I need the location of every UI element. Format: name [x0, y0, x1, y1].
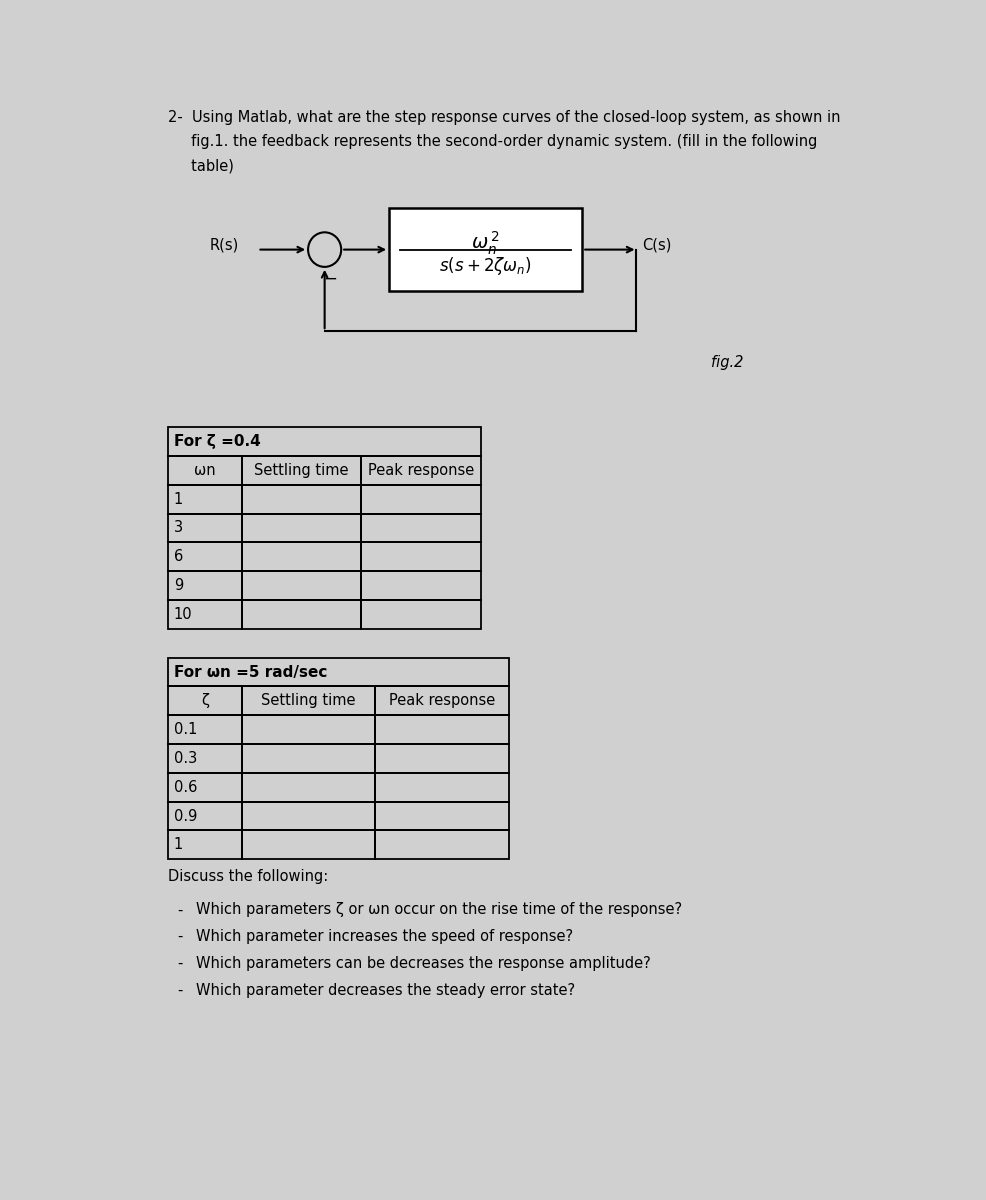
- Bar: [169, 485, 242, 514]
- Bar: [242, 802, 376, 830]
- Text: C(s): C(s): [642, 238, 671, 252]
- Text: 10: 10: [174, 607, 192, 622]
- Bar: [362, 542, 481, 571]
- Bar: [169, 686, 242, 715]
- Text: 0.1: 0.1: [174, 722, 197, 737]
- Bar: [362, 456, 481, 485]
- Bar: [376, 715, 509, 744]
- Text: Settling time: Settling time: [261, 694, 356, 708]
- Bar: [362, 571, 481, 600]
- Bar: [242, 542, 362, 571]
- Text: 6: 6: [174, 550, 183, 564]
- Bar: [362, 514, 481, 542]
- Bar: [376, 830, 509, 859]
- Text: Peak response: Peak response: [368, 463, 474, 478]
- Text: Peak response: Peak response: [388, 694, 495, 708]
- Bar: [242, 485, 362, 514]
- Text: fig.1. the feedback represents the second-order dynamic system. (fill in the fol: fig.1. the feedback represents the secon…: [169, 134, 817, 150]
- Text: 9: 9: [174, 578, 183, 593]
- Text: fig.2: fig.2: [711, 355, 743, 370]
- Bar: [169, 600, 242, 629]
- Bar: [362, 485, 481, 514]
- Text: For ωn =5 rad/sec: For ωn =5 rad/sec: [174, 665, 327, 679]
- Text: -: -: [177, 956, 182, 971]
- Bar: [169, 427, 481, 456]
- Bar: [169, 802, 242, 830]
- Text: -: -: [177, 902, 182, 918]
- Bar: [169, 514, 242, 542]
- Text: -: -: [177, 983, 182, 998]
- Bar: [376, 744, 509, 773]
- Text: $\omega_n^{\,2}$: $\omega_n^{\,2}$: [471, 229, 500, 257]
- Text: 3: 3: [174, 521, 182, 535]
- Bar: [362, 600, 481, 629]
- Text: −: −: [323, 270, 337, 288]
- Text: Which parameter increases the speed of response?: Which parameter increases the speed of r…: [196, 929, 573, 944]
- Bar: [169, 830, 242, 859]
- Bar: [376, 686, 509, 715]
- Bar: [169, 542, 242, 571]
- Bar: [169, 773, 242, 802]
- Bar: [169, 571, 242, 600]
- Text: ωn: ωn: [194, 463, 216, 478]
- Text: Settling time: Settling time: [254, 463, 349, 478]
- Text: ζ: ζ: [201, 694, 209, 708]
- Bar: [242, 773, 376, 802]
- Text: 1: 1: [174, 492, 183, 506]
- Bar: [242, 715, 376, 744]
- Bar: [242, 456, 362, 485]
- Bar: [242, 600, 362, 629]
- Text: 0.9: 0.9: [174, 809, 197, 823]
- Bar: [389, 209, 583, 290]
- Bar: [169, 456, 242, 485]
- Bar: [169, 744, 242, 773]
- Text: Which parameter decreases the steady error state?: Which parameter decreases the steady err…: [196, 983, 575, 998]
- Text: Which parameters can be decreases the response amplitude?: Which parameters can be decreases the re…: [196, 956, 651, 971]
- Bar: [376, 802, 509, 830]
- Bar: [242, 830, 376, 859]
- Text: 2-  Using Matlab, what are the step response curves of the closed-loop system, a: 2- Using Matlab, what are the step respo…: [169, 110, 841, 126]
- Text: Which parameters ζ or ωn occur on the rise time of the response?: Which parameters ζ or ωn occur on the ri…: [196, 902, 682, 918]
- Text: R(s): R(s): [210, 238, 239, 252]
- Text: 1: 1: [174, 838, 183, 852]
- Bar: [242, 686, 376, 715]
- Text: 0.3: 0.3: [174, 751, 197, 766]
- Bar: [169, 658, 509, 686]
- Bar: [242, 514, 362, 542]
- Bar: [242, 571, 362, 600]
- Text: -: -: [177, 929, 182, 944]
- Text: table): table): [169, 158, 234, 174]
- Bar: [242, 744, 376, 773]
- Bar: [376, 773, 509, 802]
- Text: For ζ =0.4: For ζ =0.4: [174, 434, 260, 449]
- Text: $s(s + 2\zeta\omega_n)$: $s(s + 2\zeta\omega_n)$: [440, 256, 532, 277]
- Bar: [169, 715, 242, 744]
- Text: 0.6: 0.6: [174, 780, 197, 794]
- Text: Discuss the following:: Discuss the following:: [169, 869, 328, 883]
